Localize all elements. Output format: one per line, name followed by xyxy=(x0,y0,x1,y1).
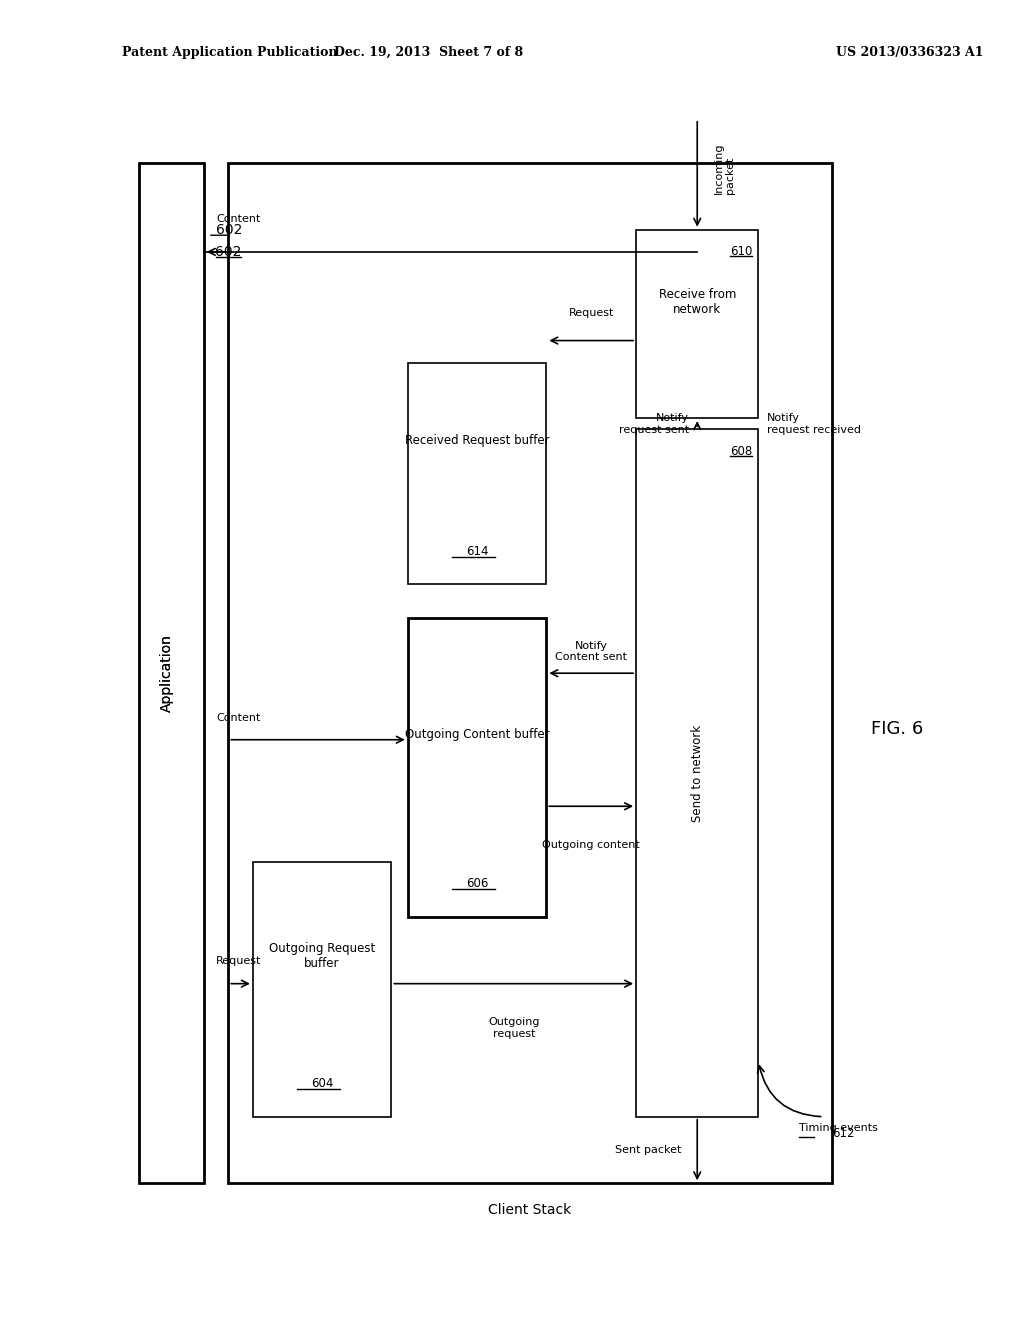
Text: 612: 612 xyxy=(831,1127,854,1140)
Text: 614: 614 xyxy=(466,545,488,558)
Text: Outgoing Request
buffer: Outgoing Request buffer xyxy=(269,942,375,970)
Text: Content: Content xyxy=(216,214,260,223)
Text: Receive from
network: Receive from network xyxy=(658,288,736,315)
Text: 610: 610 xyxy=(730,246,753,259)
Text: Notify
request sent: Notify request sent xyxy=(618,413,689,434)
Text: 608: 608 xyxy=(730,445,752,458)
Text: Send to network: Send to network xyxy=(691,725,703,821)
Text: Notify
Content sent: Notify Content sent xyxy=(555,640,628,663)
Text: Patent Application Publication: Patent Application Publication xyxy=(122,46,338,59)
Text: 606: 606 xyxy=(466,878,488,891)
Text: Received Request buffer: Received Request buffer xyxy=(404,434,549,447)
Text: Request: Request xyxy=(216,957,261,966)
Text: Client Stack: Client Stack xyxy=(488,1203,571,1217)
Bar xyxy=(228,164,831,1183)
Text: Notify
request received: Notify request received xyxy=(767,413,860,434)
Text: US 2013/0336323 A1: US 2013/0336323 A1 xyxy=(836,46,983,59)
Text: Outgoing
request: Outgoing request xyxy=(488,1016,540,1039)
Text: Request: Request xyxy=(568,309,614,318)
Text: Application: Application xyxy=(160,635,174,711)
Text: FIG. 6: FIG. 6 xyxy=(870,719,924,738)
Text: Dec. 19, 2013  Sheet 7 of 8: Dec. 19, 2013 Sheet 7 of 8 xyxy=(334,46,522,59)
Text: Content: Content xyxy=(216,713,260,722)
Bar xyxy=(408,363,547,585)
Text: 602: 602 xyxy=(216,223,243,236)
Text: Outgoing content: Outgoing content xyxy=(543,840,640,850)
Text: 602: 602 xyxy=(215,244,242,259)
Bar xyxy=(138,164,204,1183)
Bar xyxy=(636,429,759,1117)
Text: Incoming
packet: Incoming packet xyxy=(714,143,735,194)
Text: Timing events: Timing events xyxy=(799,1123,878,1133)
Bar xyxy=(253,862,391,1117)
Text: 604: 604 xyxy=(311,1077,333,1090)
Bar xyxy=(636,230,759,418)
Text: Outgoing Content buffer: Outgoing Content buffer xyxy=(404,727,549,741)
Text: Application: Application xyxy=(160,635,174,711)
Text: Sent packet: Sent packet xyxy=(614,1144,681,1155)
Bar xyxy=(408,618,547,917)
